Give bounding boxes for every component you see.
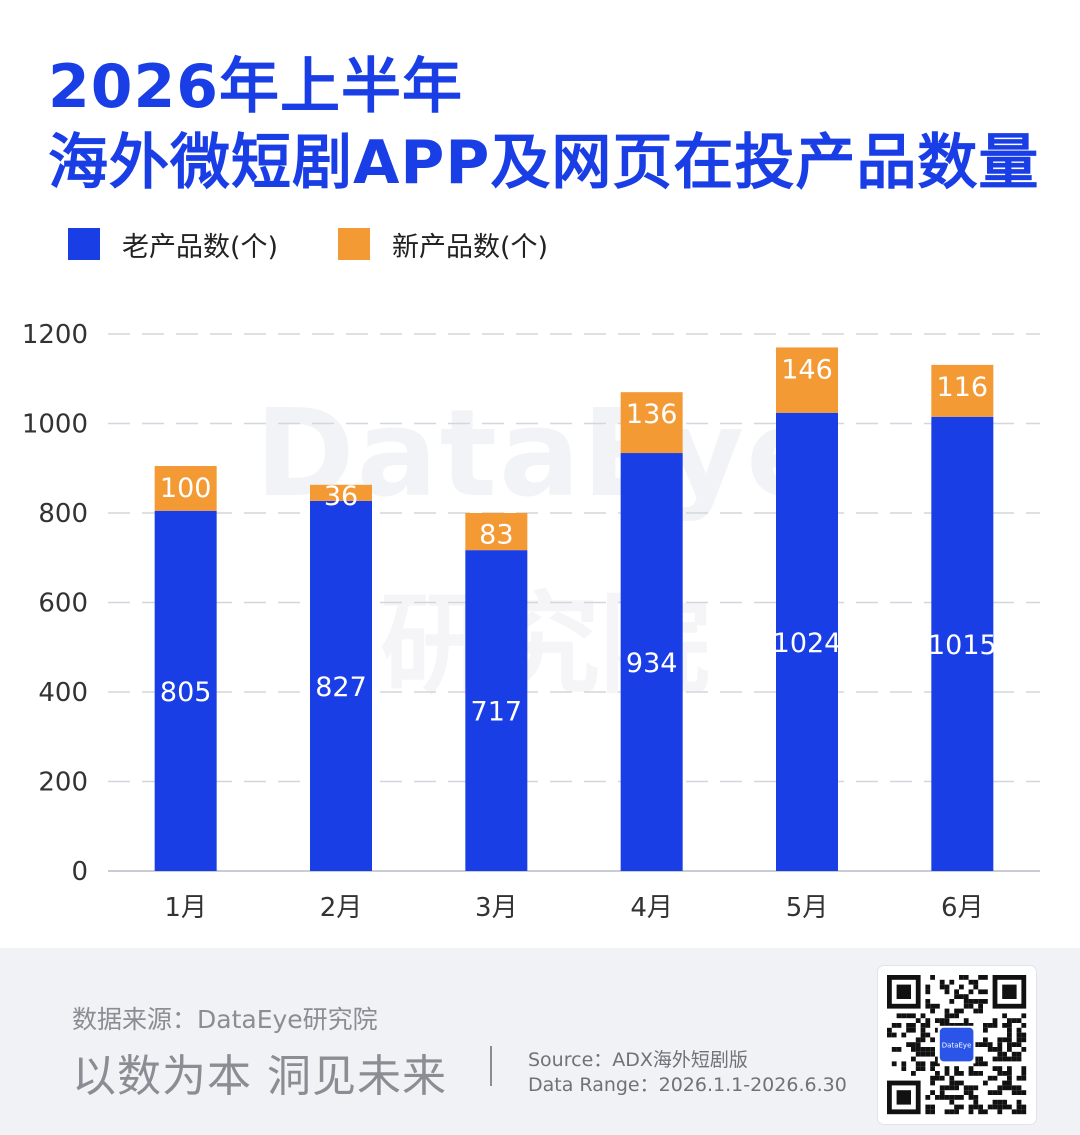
y-tick-label: 800 — [38, 499, 88, 529]
bar-segment-old — [154, 510, 217, 871]
data-label: 934 — [626, 648, 678, 679]
data-label: 83 — [479, 520, 513, 551]
x-tick-label: 3月 — [475, 893, 518, 923]
data-label: 136 — [626, 399, 678, 430]
footer-source-detail: Source：ADX海外短剧版 — [528, 1049, 748, 1071]
bar-segment-old — [931, 416, 994, 871]
legend-label-new: 新产品数(个) — [392, 231, 549, 263]
legend-item-old-products: 老产品数(个) — [68, 226, 279, 263]
legend-label-old: 老产品数(个) — [122, 231, 279, 263]
x-tick-label: 5月 — [786, 893, 829, 923]
y-tick-label: 0 — [71, 857, 88, 887]
bar-segment-old — [776, 412, 838, 871]
data-label: 717 — [471, 697, 523, 728]
data-label: 827 — [315, 672, 367, 703]
footer-data-range: Data Range：2026.1.1-2026.6.30 — [528, 1074, 847, 1096]
page-title-line1: 2026年上半年 — [48, 52, 463, 122]
legend-item-new-products: 新产品数(个) — [338, 226, 549, 263]
x-tick-label: 4月 — [630, 893, 673, 923]
footer-slogan: 以数为本 洞见未来 — [72, 1051, 447, 1102]
bar-segment-old — [620, 453, 683, 871]
qr-badge-text: DataEye — [942, 1042, 972, 1050]
data-label: 805 — [160, 677, 212, 708]
qr-code-icon: DataEye — [887, 975, 1027, 1115]
data-label: 36 — [324, 481, 358, 512]
qr-code: DataEye — [878, 966, 1036, 1124]
data-label: 116 — [937, 372, 989, 403]
footer-data-source: 数据来源：DataEye研究院 — [72, 1005, 378, 1034]
y-tick-label: 1000 — [22, 410, 88, 440]
data-label: 1015 — [928, 630, 997, 661]
page-title-line2: 海外微短剧APP及网页在投产品数量 — [48, 128, 1040, 198]
footer: 数据来源：DataEye研究院 以数为本 洞见未来 Source：ADX海外短剧… — [0, 948, 1080, 1135]
bar-segment-old — [465, 550, 528, 871]
bar-segment-new — [931, 364, 994, 417]
bar-segment-old — [310, 500, 372, 871]
bar-segment-new — [776, 347, 838, 413]
x-tick-label: 2月 — [320, 893, 363, 923]
bar-segment-new — [310, 484, 372, 501]
x-tick-label: 1月 — [164, 893, 207, 923]
legend-swatch-old — [68, 228, 100, 260]
y-tick-label: 200 — [38, 768, 88, 798]
bar-segment-new — [620, 392, 683, 454]
footer-divider — [490, 1046, 492, 1086]
stacked-bar-chart: 0 200 400 600 800 1000 1200 805 100 1月 827 36 2月 717 8… — [22, 320, 1040, 923]
data-label: 146 — [781, 354, 833, 385]
y-tick-label: 600 — [38, 589, 88, 619]
y-tick-label: 1200 — [22, 320, 88, 350]
data-label: 100 — [160, 473, 212, 504]
bar-segment-new — [465, 513, 528, 551]
y-tick-label: 400 — [38, 678, 88, 708]
data-label: 1024 — [773, 628, 842, 659]
bar-segment-new — [154, 466, 217, 511]
legend-swatch-new — [338, 228, 370, 260]
x-tick-label: 6月 — [941, 893, 984, 923]
